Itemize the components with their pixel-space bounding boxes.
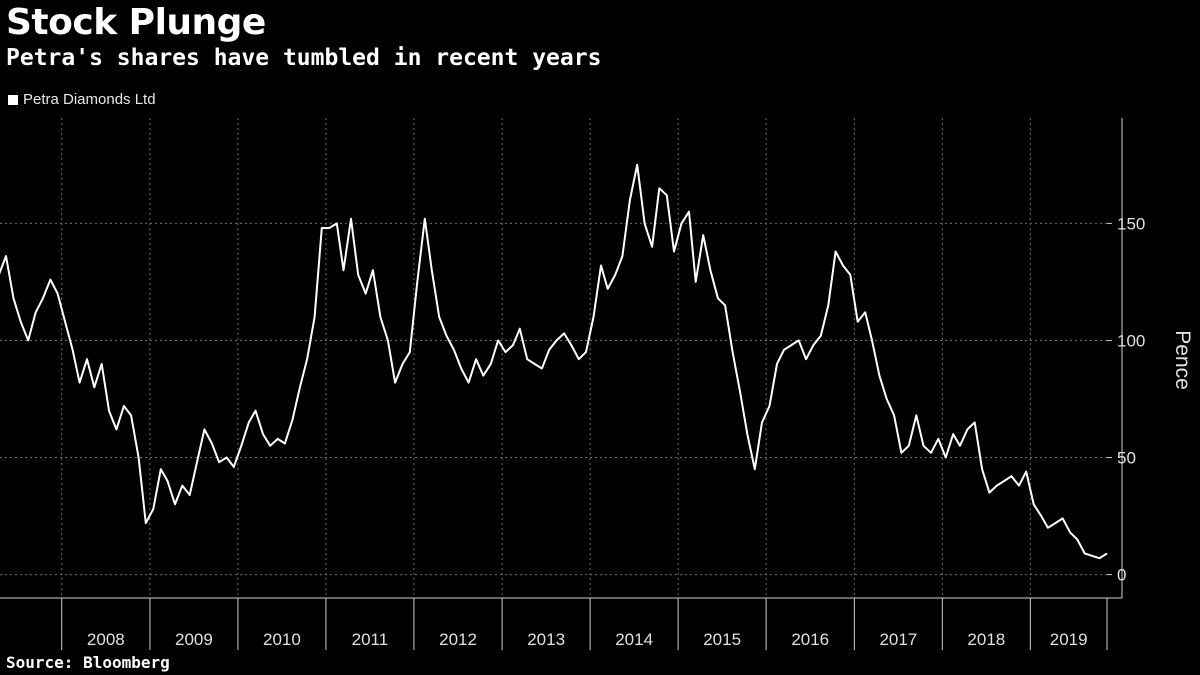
y-tick-label: 0 [1117, 566, 1126, 585]
x-tick-label: 2013 [527, 630, 565, 649]
legend: Petra Diamonds Ltd [8, 91, 156, 108]
x-tick-label: 2011 [352, 630, 389, 649]
axes [0, 118, 1123, 650]
series-layer [0, 163, 1108, 560]
x-tick-label: 2015 [703, 630, 741, 649]
x-tick-label: 2012 [439, 630, 477, 649]
series-line-0 [0, 163, 1108, 560]
chart-title: Stock Plunge [6, 2, 266, 43]
x-tick-label: 2018 [967, 630, 1005, 649]
x-tick-label: 2008 [87, 630, 125, 649]
chart-subtitle: Petra's shares have tumbled in recent ye… [6, 45, 602, 71]
y-tick-label: 100 [1117, 331, 1145, 350]
x-tick-label: 2014 [615, 630, 653, 649]
y-tick-label: 50 [1117, 449, 1136, 468]
x-tick-label: 2009 [175, 630, 213, 649]
source-note: Source: Bloomberg [6, 653, 170, 672]
x-tick-label: 2019 [1050, 630, 1088, 649]
tick-labels: 0 50 100 150 2008 2009 2010 2011 2012 2013 2014 201… [87, 214, 1145, 649]
x-tick-label: 2016 [791, 630, 829, 649]
legend-label: Petra Diamonds Ltd [23, 91, 156, 108]
x-tick-label: 2010 [263, 630, 301, 649]
legend-swatch [8, 94, 18, 105]
y-axis-label: Pence [1171, 330, 1194, 390]
grid-lines [0, 118, 1107, 598]
x-tick-label: 2017 [879, 630, 917, 649]
y-tick-label: 150 [1117, 214, 1145, 233]
